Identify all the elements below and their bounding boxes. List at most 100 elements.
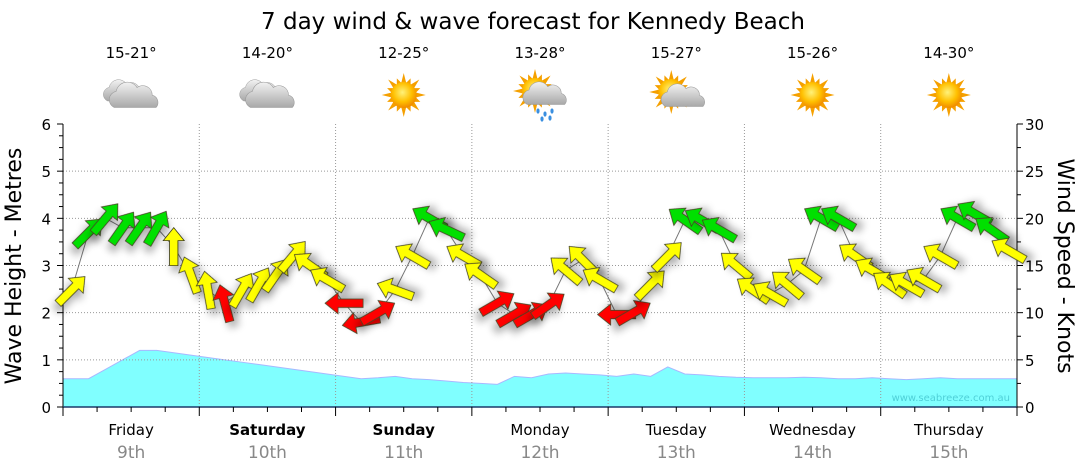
wind-arrow xyxy=(873,271,908,300)
wind-arrow xyxy=(650,242,682,274)
sun-ray xyxy=(926,92,937,98)
sun-ray xyxy=(946,107,952,117)
wind-arrow xyxy=(376,277,416,302)
y2-tick-label: 15 xyxy=(1025,258,1044,276)
temperature-range: 14-20° xyxy=(242,44,293,62)
cloudy-icon xyxy=(103,79,159,108)
temperature-range: 15-21° xyxy=(106,44,157,62)
sun-shape xyxy=(926,73,971,117)
sun-disc xyxy=(799,82,826,108)
sunny-icon xyxy=(790,73,835,117)
sunny-icon xyxy=(926,73,971,117)
wind-arrow xyxy=(804,205,841,233)
sun-ray xyxy=(513,88,523,94)
wind-arrow xyxy=(478,290,515,317)
day-label-saturday: Saturday xyxy=(229,421,306,439)
wind-arrow xyxy=(195,270,219,310)
sun-ray xyxy=(532,103,538,113)
cloud-body xyxy=(660,83,705,107)
wind-arrow xyxy=(359,300,396,327)
temperature-range: 12-25° xyxy=(378,44,429,62)
date-label: 13th xyxy=(657,443,696,463)
cloud-shape xyxy=(245,81,295,108)
y-tick-label: 2 xyxy=(41,305,51,323)
cloud-shape xyxy=(522,81,567,105)
date-label: 11th xyxy=(384,443,423,463)
watermark[interactable]: www.seabreeze.com.au xyxy=(892,393,1010,404)
y-tick-label: 3 xyxy=(41,258,51,276)
day-label-wednesday: Wednesday xyxy=(769,421,856,439)
wind-arrow xyxy=(212,284,235,324)
wind-arrow xyxy=(906,267,943,294)
rain-drop xyxy=(543,111,547,117)
day-label-sunday: Sunday xyxy=(373,421,436,439)
wind-arrow xyxy=(162,226,186,267)
y2-tick-label: 5 xyxy=(1025,352,1035,370)
wind-arrow xyxy=(736,277,772,305)
wind-arrow xyxy=(395,243,432,270)
wave-height-area xyxy=(62,349,1018,408)
chart-title: 7 day wind & wave forecast for Kennedy B… xyxy=(261,9,805,35)
date-label: 15th xyxy=(929,443,968,463)
cloud-body xyxy=(108,81,159,108)
day-label-friday: Friday xyxy=(108,421,154,439)
sun-ray xyxy=(810,73,816,83)
wind-arrow xyxy=(550,257,584,287)
sun-ray xyxy=(960,92,971,98)
temperature-range: 14-30° xyxy=(923,44,974,62)
y-axis-label: Wave Height - Metres xyxy=(2,148,27,385)
date-label: 10th xyxy=(248,443,287,463)
wind-arrow xyxy=(668,207,704,236)
sun-ray xyxy=(381,92,392,98)
wind-arrow xyxy=(752,281,790,308)
cloud-body xyxy=(245,81,295,108)
sun-ray xyxy=(401,73,407,83)
y2-tick-label: 20 xyxy=(1025,210,1044,228)
sun-ray xyxy=(946,73,952,83)
sun-shape xyxy=(790,73,835,117)
y2-tick-label: 10 xyxy=(1025,305,1044,323)
sun-ray xyxy=(401,107,407,117)
rain-drop xyxy=(540,116,544,122)
rain-drop xyxy=(550,108,554,114)
wind-arrow xyxy=(142,210,170,247)
y2-tick-label: 0 xyxy=(1025,399,1035,417)
date-label: 14th xyxy=(793,443,832,463)
temperature-range: 15-26° xyxy=(787,44,838,62)
sun-ray xyxy=(790,92,801,98)
rain-drop xyxy=(536,108,540,114)
sun-ray xyxy=(415,92,426,98)
cloud-shape xyxy=(108,81,159,108)
y2-tick-label: 25 xyxy=(1025,163,1044,181)
cloudy-icon xyxy=(239,79,295,108)
wind-arrow xyxy=(529,292,565,321)
y2-tick-label: 30 xyxy=(1025,116,1044,134)
wind-arrow xyxy=(428,216,466,243)
y-tick-label: 0 xyxy=(41,399,51,417)
wind-arrow xyxy=(324,291,364,315)
y-tick-label: 1 xyxy=(41,352,51,370)
wind-arrow xyxy=(310,267,347,294)
sun-shape xyxy=(381,73,426,117)
wind-arrow xyxy=(89,203,119,237)
wind-arrow xyxy=(124,211,153,247)
temperature-range: 13-28° xyxy=(514,44,565,62)
partly-cloudy-icon xyxy=(649,70,705,114)
wind-arrow xyxy=(787,257,823,286)
day-label-thursday: Thursday xyxy=(913,421,984,439)
y-tick-label: 6 xyxy=(41,116,51,134)
cloud-body xyxy=(522,81,567,105)
wind-arrow xyxy=(54,276,86,308)
day-label-monday: Monday xyxy=(510,421,569,439)
sun-ray xyxy=(649,89,660,95)
wind-arrow xyxy=(701,217,738,244)
wind-arrow xyxy=(614,300,651,327)
showers-icon xyxy=(513,69,567,122)
wind-arrow xyxy=(178,256,202,295)
wind-arrow xyxy=(720,252,754,282)
wind-arrow xyxy=(582,267,619,294)
wind-arrow xyxy=(633,270,665,302)
wind-arrow xyxy=(940,205,977,233)
sunny-icon xyxy=(381,73,426,117)
